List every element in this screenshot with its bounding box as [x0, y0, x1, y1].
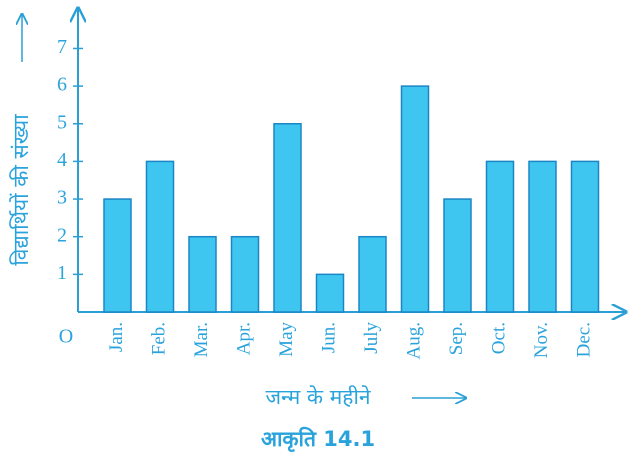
x-tick-label: Aug.	[403, 322, 424, 359]
x-tick-label: Jan.	[106, 322, 127, 352]
x-tick-label: Mar.	[191, 322, 212, 357]
x-tick-label: Jun.	[318, 322, 339, 353]
x-tick-label: Sep.	[446, 322, 467, 355]
bar	[400, 85, 430, 313]
bar	[188, 235, 217, 313]
caption: आकृति 14.1	[261, 426, 375, 453]
y-tick-label: 5	[57, 111, 67, 133]
bar	[145, 160, 175, 313]
x-tick-label: Dec.	[573, 322, 594, 357]
x-tick-label: Apr.	[233, 322, 254, 355]
y-tick-label: 3	[57, 187, 67, 209]
x-tick-label: Nov.	[531, 322, 552, 358]
bar	[528, 160, 557, 313]
x-axis-label: जन्म के महीने	[265, 385, 370, 409]
x-tick-label: Feb.	[148, 322, 169, 355]
bar	[358, 235, 387, 313]
y-tick-label: 1	[57, 262, 67, 284]
y-tick-label: 2	[57, 224, 67, 246]
bar	[485, 160, 515, 313]
bar	[570, 160, 600, 313]
x-tick-label: May	[276, 322, 297, 357]
y-tick-label: 7	[57, 36, 67, 58]
y-tick-label: 6	[57, 74, 67, 96]
origin-label: O	[59, 326, 73, 348]
y-tick-label: 4	[57, 149, 67, 171]
bar	[443, 198, 472, 313]
bar	[103, 198, 132, 313]
x-tick-label: Oct.	[488, 322, 509, 354]
bar	[315, 273, 345, 313]
bar	[230, 235, 260, 313]
y-axis-label: विद्यार्थियों की संख्या	[9, 114, 33, 266]
bar	[273, 123, 302, 313]
x-tick-label: July	[361, 322, 382, 354]
